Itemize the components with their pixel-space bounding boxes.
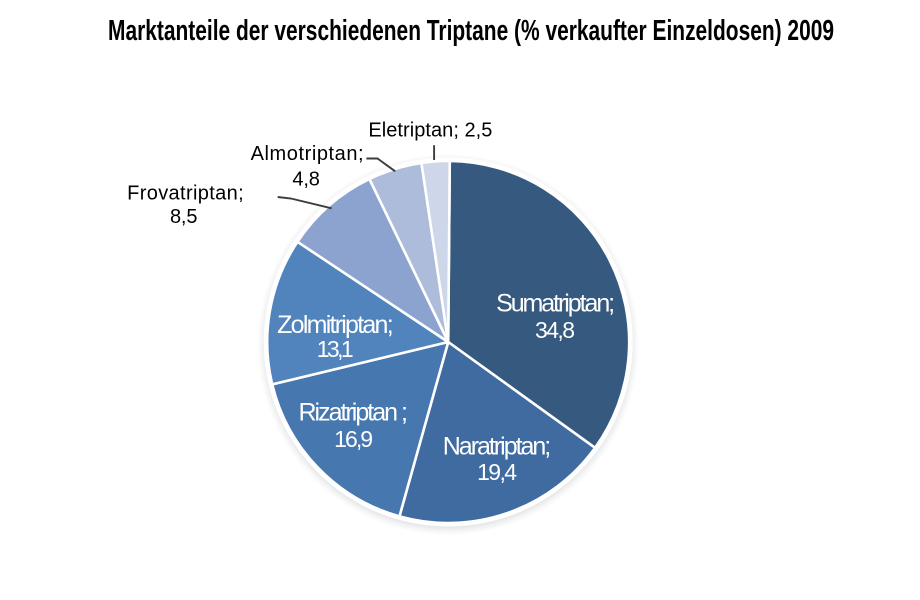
svg-text:19,4: 19,4 [477,459,517,485]
svg-text:Marktanteile der verschiedenen: Marktanteile der verschiedenen Triptane … [108,15,834,47]
svg-text:Frovatriptan;: Frovatriptan; [127,182,244,204]
svg-text:Zolmitriptan;: Zolmitriptan; [277,311,394,339]
svg-text:16,9: 16,9 [334,426,373,452]
svg-text:8,5: 8,5 [170,206,198,228]
svg-text:4,8: 4,8 [292,168,320,190]
svg-text:Almotriptan;: Almotriptan; [251,143,364,165]
svg-text:Sumatriptan;: Sumatriptan; [496,290,615,318]
svg-text:13,1: 13,1 [317,336,354,362]
svg-text:34,8: 34,8 [535,317,575,343]
svg-text:Eletriptan; 2,5: Eletriptan; 2,5 [368,119,492,141]
svg-text:Naratriptan;: Naratriptan; [443,433,552,461]
svg-text:Rizatriptan ;: Rizatriptan ; [298,398,408,426]
